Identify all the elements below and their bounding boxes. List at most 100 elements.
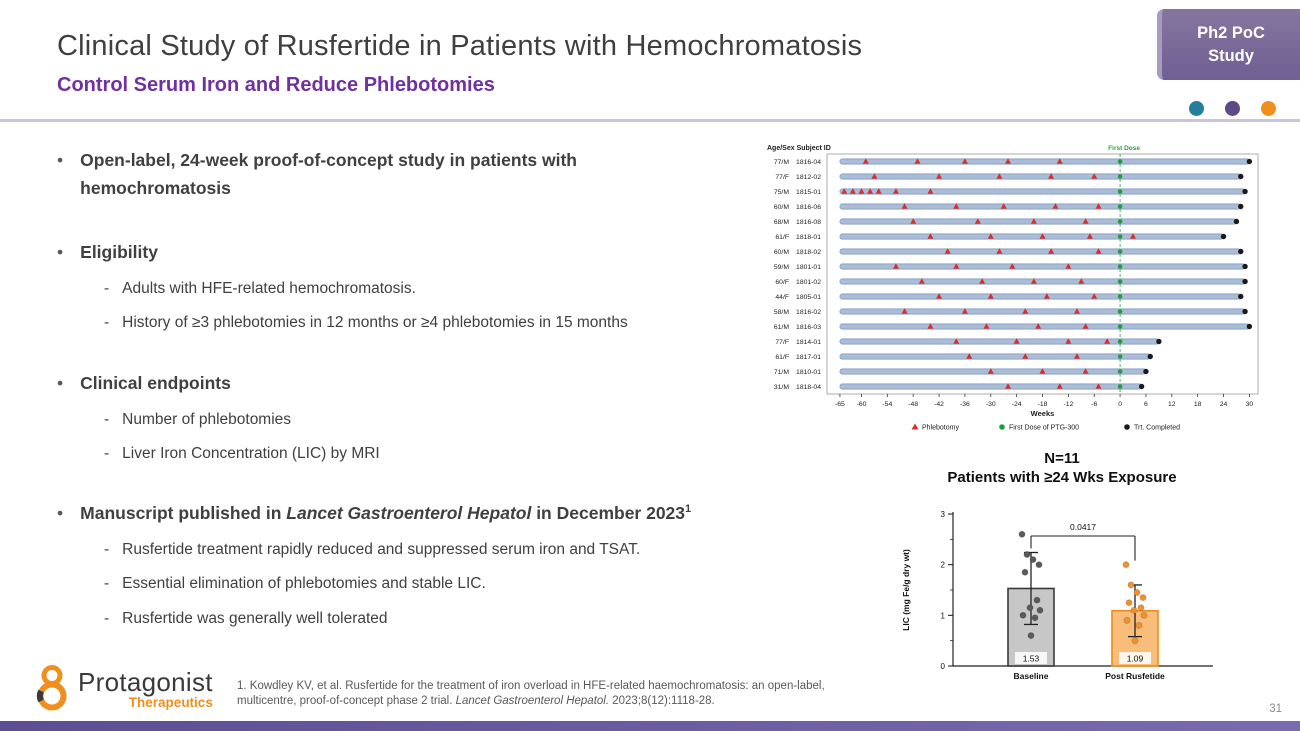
svg-text:1.09: 1.09 (1127, 653, 1144, 663)
study-phase-badge: Ph2 PoC Study (1157, 9, 1300, 80)
teal-dot (1189, 101, 1204, 116)
sub-bullet: - Adults with HFE-related hemochromatosi… (104, 277, 772, 300)
svg-text:-18: -18 (1038, 401, 1048, 408)
svg-text:Trt. Completed: Trt. Completed (1134, 424, 1180, 431)
svg-text:Baseline: Baseline (1014, 671, 1049, 681)
svg-text:3: 3 (941, 510, 946, 519)
journal-name: Lancet Gastroenterol Hepatol (286, 503, 532, 523)
svg-text:Age/Sex Subject ID: Age/Sex Subject ID (767, 145, 831, 152)
bullet-eligibility: • Eligibility (57, 238, 772, 266)
svg-text:-54: -54 (882, 401, 892, 408)
svg-text:24: 24 (1220, 401, 1228, 408)
svg-text:1818-04: 1818-04 (796, 384, 821, 391)
svg-text:-60: -60 (857, 401, 867, 408)
svg-text:1816-04: 1816-04 (796, 159, 821, 166)
footnote-ref: 1 (685, 503, 692, 516)
svg-text:58/M: 58/M (774, 309, 789, 316)
caption-exposure: Patients with ≥24 Wks Exposure (947, 468, 1177, 486)
svg-text:61/M: 61/M (774, 324, 789, 331)
header-dots (1189, 101, 1276, 116)
svg-text:77/M: 77/M (774, 159, 789, 166)
svg-text:1.53: 1.53 (1023, 653, 1040, 663)
svg-text:44/F: 44/F (775, 294, 789, 301)
dash-marker: - (104, 410, 110, 428)
journal-name: Lancet Gastroenterol Hepatol. (455, 694, 610, 707)
svg-text:1816-03: 1816-03 (796, 324, 821, 331)
bullet-open-label: • Open-label, 24-week proof-of-concept s… (57, 146, 772, 202)
svg-text:1816-06: 1816-06 (796, 204, 821, 211)
svg-text:0: 0 (941, 662, 946, 671)
sub-bullet-text: History of ≥3 phlebotomies in 12 months … (122, 314, 628, 332)
svg-text:1810-01: 1810-01 (796, 369, 821, 376)
bullet-text: Clinical endpoints (80, 372, 231, 393)
svg-text:60/M: 60/M (774, 249, 789, 256)
sub-bullet: - Essential elimination of phlebotomies … (104, 572, 772, 595)
dash-marker: - (104, 314, 110, 332)
sub-bullet-text: Rusfertide treatment rapidly reduced and… (122, 541, 641, 558)
dash-marker: - (104, 541, 110, 558)
svg-text:0.0417: 0.0417 (1070, 522, 1096, 532)
svg-text:60/M: 60/M (774, 204, 789, 211)
sub-bullet-text: Liver Iron Concentration (LIC) by MRI (122, 444, 380, 462)
svg-text:-48: -48 (908, 401, 918, 408)
charts-panel: First Dose Age/Sex Subject ID 77/M 1816-04 7… (765, 138, 1270, 700)
svg-text:1812-02: 1812-02 (796, 174, 821, 181)
svg-text:1817-01: 1817-01 (796, 354, 821, 361)
bullet-marker: • (57, 242, 64, 262)
bar-chart-caption: N=11 Patients with ≥24 Wks Exposure (897, 450, 1227, 488)
svg-text:12: 12 (1168, 401, 1176, 408)
svg-text:Weeks: Weeks (1031, 409, 1055, 418)
logo-text: Protagonist Therapeutics (78, 667, 213, 710)
page-title: Clinical Study of Rusfertide in Patients… (57, 30, 863, 62)
svg-text:77/F: 77/F (775, 339, 789, 346)
svg-text:1: 1 (941, 611, 946, 620)
svg-text:68/M: 68/M (774, 219, 789, 226)
svg-text:-24: -24 (1012, 401, 1022, 408)
sub-bullet: - History of ≥3 phlebotomies in 12 month… (104, 311, 772, 334)
sub-bullet: - Rusfertide treatment rapidly reduced a… (104, 538, 772, 561)
svg-text:77/F: 77/F (775, 174, 789, 181)
bullet-marker: • (57, 372, 64, 393)
lic-bar-chart: 0 1 2 3 LIC (mg Fe/g dry wt) 1.53 Baseline 1.09… (901, 510, 1213, 681)
svg-text:1816-08: 1816-08 (796, 219, 821, 226)
swimmer-plot: First Dose Age/Sex Subject ID 77/M 1816-04 7… (767, 145, 1259, 431)
svg-text:75/M: 75/M (774, 189, 789, 196)
svg-text:31/M: 31/M (774, 384, 789, 391)
svg-text:18: 18 (1194, 401, 1202, 408)
logo-name: Protagonist (78, 666, 213, 697)
dash-marker: - (104, 609, 110, 627)
header-divider (0, 119, 1300, 122)
dash-marker: - (104, 280, 110, 297)
svg-text:1805-01: 1805-01 (796, 294, 821, 301)
svg-text:71/M: 71/M (774, 369, 789, 376)
dash-marker: - (104, 444, 110, 462)
sub-bullet-text: Essential elimination of phlebotomies an… (122, 575, 486, 593)
sub-bullet-text: Adults with HFE-related hemochromatosis. (122, 280, 416, 297)
sub-bullet-text: Number of phlebotomies (122, 410, 292, 428)
bullet-manuscript: • Manuscript published in Lancet Gastroe… (57, 499, 772, 527)
page-number: 31 (1269, 703, 1282, 715)
company-logo: Protagonist Therapeutics (30, 663, 213, 713)
bullet-text: Manuscript published in Lancet Gastroent… (80, 503, 692, 523)
bullet-clinical-endpoints: • Clinical endpoints (57, 369, 772, 397)
svg-text:Phlebotomy: Phlebotomy (922, 424, 959, 431)
svg-text:-30: -30 (986, 401, 996, 408)
svg-text:First Dose of PTG-300: First Dose of PTG-300 (1009, 424, 1079, 431)
reference-footnote: 1. Kowdley KV, et al. Rusfertide for the… (237, 680, 825, 707)
svg-text:2: 2 (941, 560, 946, 569)
logo-glyph-icon (36, 665, 67, 711)
svg-text:61/F: 61/F (775, 354, 789, 361)
svg-text:1801-01: 1801-01 (796, 264, 821, 271)
svg-text:First Dose: First Dose (1108, 145, 1140, 152)
svg-text:0: 0 (1118, 401, 1122, 408)
svg-text:59/M: 59/M (774, 264, 789, 271)
svg-text:1814-01: 1814-01 (796, 339, 821, 346)
svg-text:1801-02: 1801-02 (796, 279, 821, 286)
svg-text:-65: -65 (835, 401, 845, 408)
dash-marker: - (104, 575, 110, 593)
bullet-text: Eligibility (80, 242, 158, 262)
sub-bullet: - Liver Iron Concentration (LIC) by MRI (104, 442, 772, 465)
svg-text:61/F: 61/F (775, 234, 789, 241)
svg-text:-6: -6 (1091, 401, 1097, 408)
